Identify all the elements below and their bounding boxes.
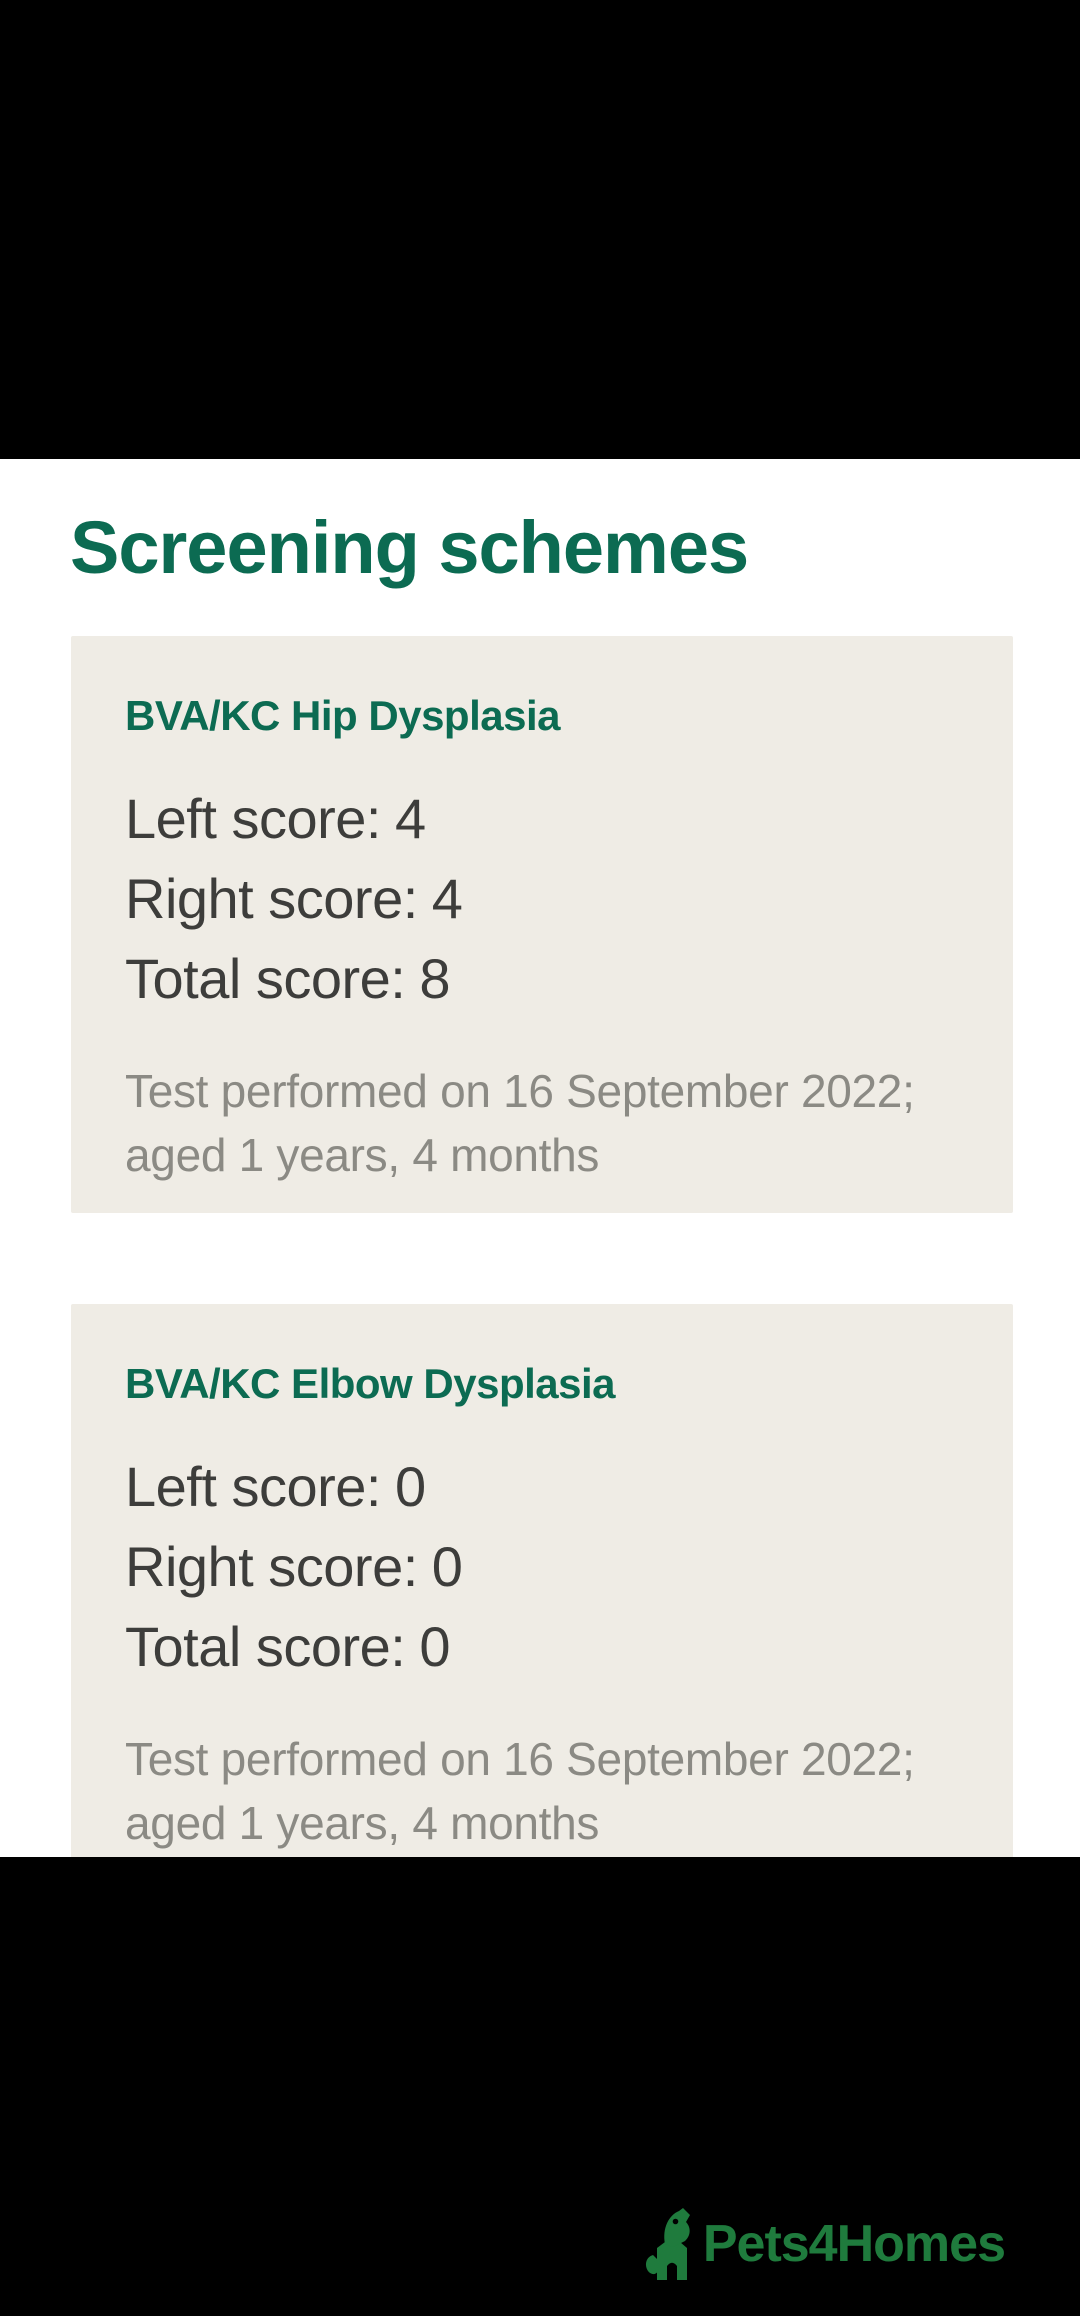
score-value: 0 <box>394 1455 426 1518</box>
screening-card-elbow-dysplasia: BVA/KC Elbow Dysplasia Left score: 0 Righ… <box>71 1304 1013 1857</box>
card-heading: BVA/KC Hip Dysplasia <box>125 692 561 739</box>
pets4homes-dog-house-icon <box>645 2208 690 2280</box>
score-value: 4 <box>394 787 426 850</box>
test-age-line: aged 1 years, 4 months <box>125 1129 600 1181</box>
score-value: 8 <box>419 947 450 1010</box>
right-score-row: Right score: 0 <box>125 1527 963 1607</box>
page-title: Screening schemes <box>70 506 749 589</box>
score-label: Right score: <box>125 867 418 930</box>
score-label: Total score: <box>125 947 406 1010</box>
test-date-line: Test performed on 16 September 2022; <box>125 1733 915 1785</box>
test-performed-note: Test performed on 16 September 2022; age… <box>125 1727 963 1855</box>
left-score-row: Left score: 4 <box>125 779 963 859</box>
score-value: 4 <box>431 867 463 930</box>
left-score-row: Left score: 0 <box>125 1447 963 1527</box>
right-score-row: Right score: 4 <box>125 859 963 939</box>
total-score-row: Total score: 8 <box>125 939 963 1019</box>
screening-card-hip-dysplasia: BVA/KC Hip Dysplasia Left score: 4 Right … <box>71 636 1013 1213</box>
score-label: Total score: <box>125 1615 406 1678</box>
test-performed-note: Test performed on 16 September 2022; age… <box>125 1059 963 1187</box>
test-date-line: Test performed on 16 September 2022; <box>125 1065 915 1117</box>
score-label: Left score: <box>125 787 381 850</box>
total-score-row: Total score: 0 <box>125 1607 963 1687</box>
pets4homes-logo-text: Pets4Homes <box>702 2215 1006 2273</box>
test-age-line: aged 1 years, 4 months <box>125 1797 600 1849</box>
letterbox-top <box>0 0 1080 459</box>
score-value: 0 <box>419 1615 450 1678</box>
screening-schemes-section: Screening schemes BVA/KC Hip Dysplasia L… <box>0 459 1080 1857</box>
score-value: 0 <box>431 1535 463 1598</box>
pets4homes-logo: Pets4Homes <box>643 2208 1006 2280</box>
letterbox-bottom <box>0 1857 1080 2316</box>
score-label: Left score: <box>125 1455 381 1518</box>
score-label: Right score: <box>125 1535 418 1598</box>
card-heading: BVA/KC Elbow Dysplasia <box>125 1360 616 1407</box>
